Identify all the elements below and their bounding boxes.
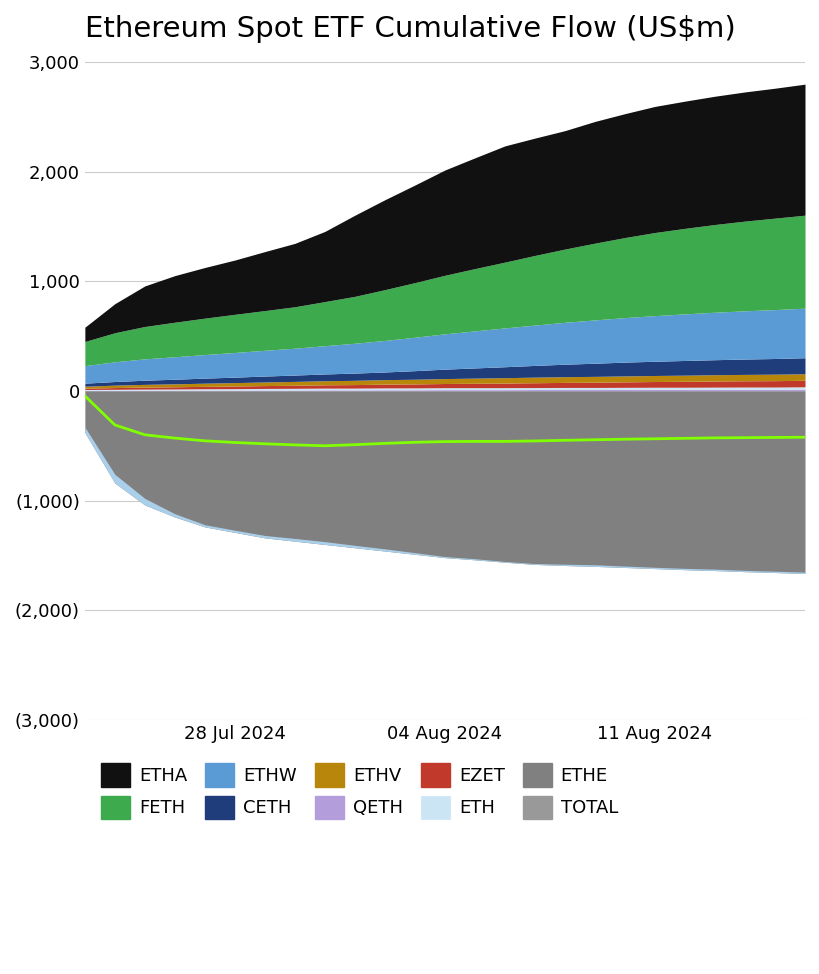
Legend: ETHA, FETH, ETHW, CETH, ETHV, QETH, EZET, ETH, ETHE, TOTAL: ETHA, FETH, ETHW, CETH, ETHV, QETH, EZET… (93, 756, 625, 826)
Text: Ethereum Spot ETF Cumulative Flow (US$m): Ethereum Spot ETF Cumulative Flow (US$m) (84, 15, 735, 43)
